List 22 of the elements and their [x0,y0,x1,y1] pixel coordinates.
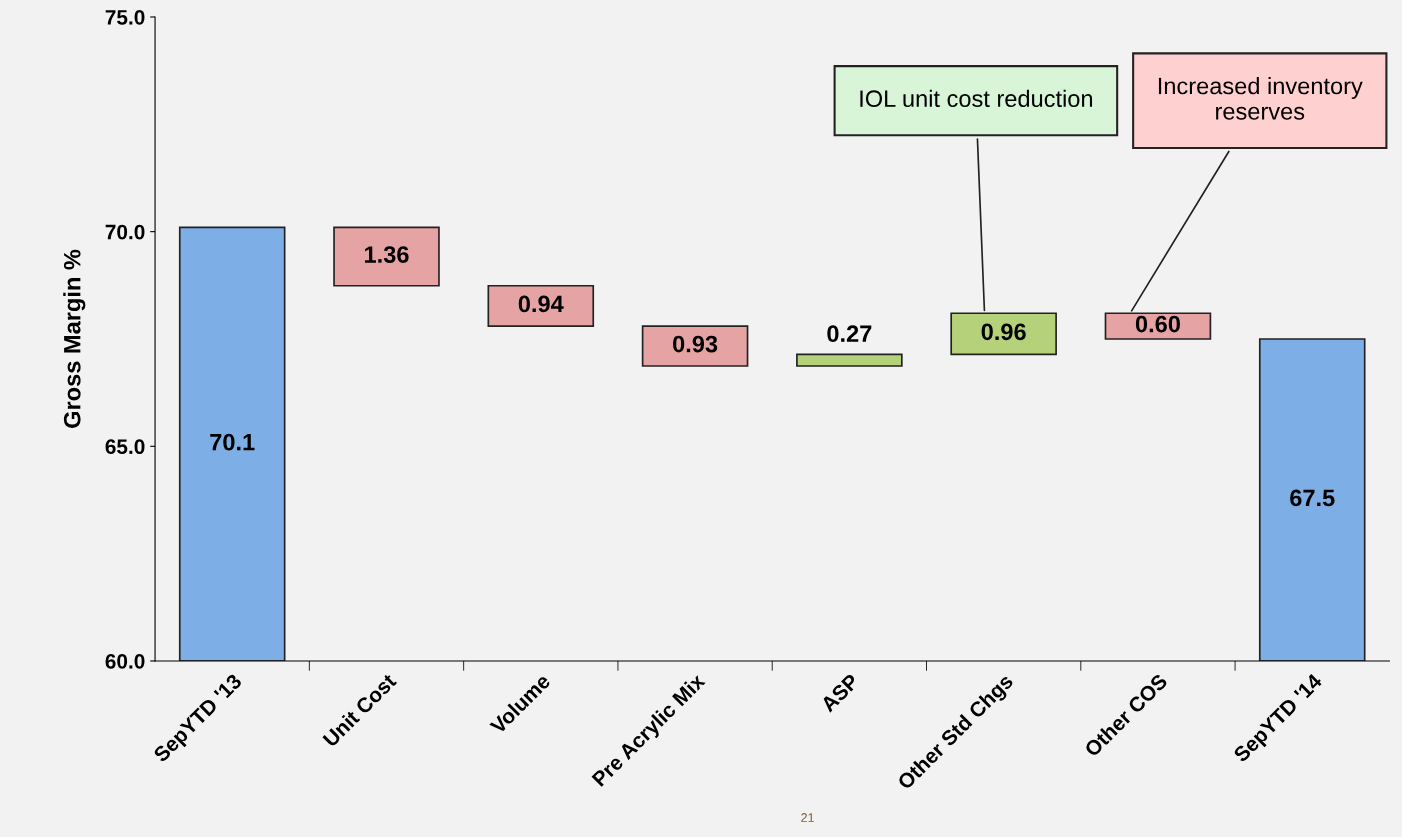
y-tick-label: 75.0 [105,9,145,25]
data-label: 1.36 [365,246,409,263]
y-tick-label: 60.0 [105,653,145,669]
bar [333,226,440,287]
bar [487,284,595,327]
data-label: 0.60 [1135,315,1180,333]
bar [178,226,286,661]
data-label: 0.96 [981,323,1026,341]
annotation: Increased inventory reserves [1158,76,1363,120]
annotation: IOL unit cost reduction [860,89,1093,108]
bar [1258,338,1366,661]
data-label: 67.5 [1290,489,1335,507]
y-tick-label: 70.0 [105,224,145,240]
bar [796,353,903,367]
data-label: 0.93 [673,335,718,353]
text: 21 [801,813,814,822]
data-label: 0.94 [518,295,564,313]
y-tick-label: 65.0 [105,439,145,455]
y-axis-title: Gross Margin % [63,249,86,428]
data-label: 70.1 [210,433,255,451]
data-label: 0.27 [827,325,872,343]
bar [641,325,749,367]
